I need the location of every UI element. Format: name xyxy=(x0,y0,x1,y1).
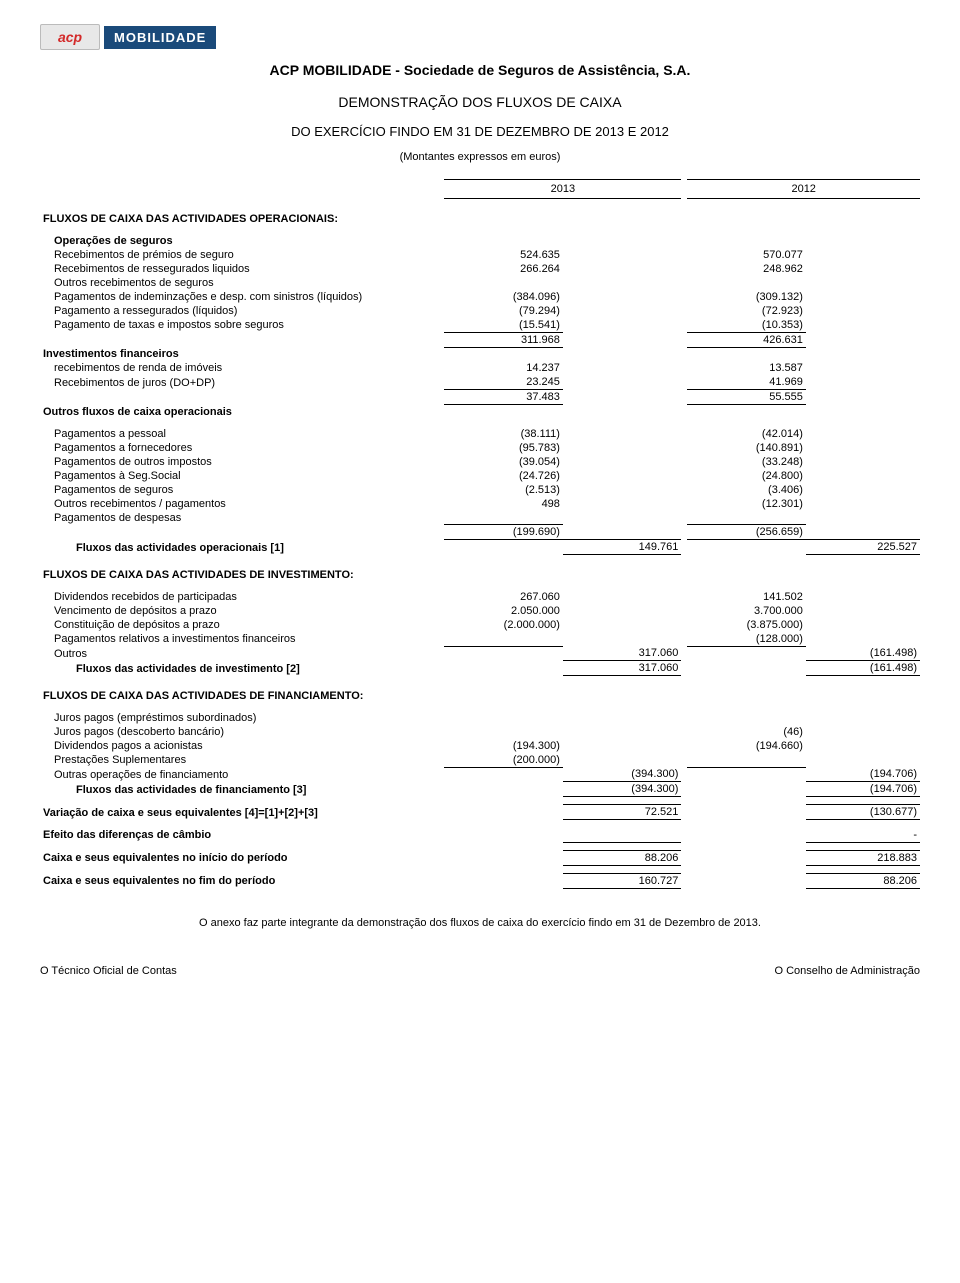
table-row: Outros recebimentos de seguros xyxy=(40,276,920,290)
total-inv-row: Fluxos das actividades de investimento [… xyxy=(40,661,920,676)
fx-effect-row: Efeito das diferenças de câmbio- xyxy=(40,828,920,843)
table-row: Pagamentos de indeminzações e desp. com … xyxy=(40,290,920,304)
op-section-head: FLUXOS DE CAIXA DAS ACTIVIDADES OPERACIO… xyxy=(40,207,444,226)
table-row: Outros recebimentos / pagamentos498(12.3… xyxy=(40,497,920,511)
table-row: Juros pagos (descoberto bancário)(46) xyxy=(40,725,920,739)
table-row: Dividendos pagos a acionistas(194.300)(1… xyxy=(40,739,920,753)
table-row: Recebimentos de juros (DO+DP)23.24541.96… xyxy=(40,375,920,390)
table-row: Pagamentos relativos a investimentos fin… xyxy=(40,632,920,647)
units-note: (Montantes expressos em euros) xyxy=(40,151,920,163)
cashflow-table: 2013 2012 FLUXOS DE CAIXA DAS ACTIVIDADE… xyxy=(40,179,920,889)
col-2012: 2012 xyxy=(687,180,920,199)
table-row: Constituição de depósitos a prazo(2.000.… xyxy=(40,618,920,632)
table-row: Pagamentos de seguros(2.513)(3.406) xyxy=(40,483,920,497)
table-row: Prestações Suplementares(200.000) xyxy=(40,753,920,768)
table-row: Pagamentos à Seg.Social(24.726)(24.800) xyxy=(40,469,920,483)
year-header-row: 2013 2012 xyxy=(40,180,920,199)
doc-subtitle: DO EXERCÍCIO FINDO EM 31 DE DEZEMBRO DE … xyxy=(40,124,920,139)
fin-section-head: FLUXOS DE CAIXA DAS ACTIVIDADES DE FINAN… xyxy=(40,684,444,703)
subtotal-row: (199.690)(256.659) xyxy=(40,525,920,540)
subtotal-row: 311.968426.631 xyxy=(40,332,920,347)
col-2013: 2013 xyxy=(444,180,681,199)
logo-acp-icon: acp xyxy=(40,24,100,50)
inv-fin-head: Investimentos financeiros xyxy=(40,347,444,361)
company-name: ACP MOBILIDADE - Sociedade de Seguros de… xyxy=(40,62,920,78)
outros-flux-head: Outros fluxos de caixa operacionais xyxy=(40,405,444,419)
total-op-row: Fluxos das actividades operacionais [1]1… xyxy=(40,540,920,555)
signature-left: O Técnico Oficial de Contas xyxy=(40,965,177,977)
table-row: Juros pagos (empréstimos subordinados) xyxy=(40,711,920,725)
table-row: recebimentos de renda de imóveis14.23713… xyxy=(40,361,920,375)
signature-block: O Técnico Oficial de Contas O Conselho d… xyxy=(40,965,920,977)
signature-right: O Conselho de Administração xyxy=(774,965,920,977)
total-fin-row: Fluxos das actividades de financiamento … xyxy=(40,782,920,797)
table-row: Outros317.060(161.498) xyxy=(40,646,920,661)
table-row: Pagamentos a fornecedores(95.783)(140.89… xyxy=(40,441,920,455)
logo-mobilidade: MOBILIDADE xyxy=(104,26,216,49)
logo-block: acp MOBILIDADE xyxy=(40,24,920,50)
table-row: Pagamentos de outros impostos(39.054)(33… xyxy=(40,455,920,469)
table-row: Vencimento de depósitos a prazo2.050.000… xyxy=(40,604,920,618)
footnote: O anexo faz parte integrante da demonstr… xyxy=(40,917,920,929)
variation-row: Variação de caixa e seus equivalentes [4… xyxy=(40,805,920,820)
table-row: Pagamentos a pessoal(38.111)(42.014) xyxy=(40,427,920,441)
table-row: Pagamentos de despesas xyxy=(40,511,920,525)
table-row: Pagamento a ressegurados (líquidos)(79.2… xyxy=(40,304,920,318)
op-seguros-head: Operações de seguros xyxy=(40,234,444,248)
cash-end-row: Caixa e seus equivalentes no fim do perí… xyxy=(40,873,920,888)
doc-title: DEMONSTRAÇÃO DOS FLUXOS DE CAIXA xyxy=(40,94,920,110)
table-row: Pagamento de taxas e impostos sobre segu… xyxy=(40,318,920,333)
inv-section-head: FLUXOS DE CAIXA DAS ACTIVIDADES DE INVES… xyxy=(40,563,444,582)
table-row: Dividendos recebidos de participadas267.… xyxy=(40,590,920,604)
cash-begin-row: Caixa e seus equivalentes no início do p… xyxy=(40,850,920,865)
subtotal-row: 37.48355.555 xyxy=(40,390,920,405)
table-row: Outras operações de financiamento(394.30… xyxy=(40,767,920,782)
table-row: Recebimentos de prémios de seguro524.635… xyxy=(40,248,920,262)
table-row: Recebimentos de ressegurados liquidos266… xyxy=(40,262,920,276)
